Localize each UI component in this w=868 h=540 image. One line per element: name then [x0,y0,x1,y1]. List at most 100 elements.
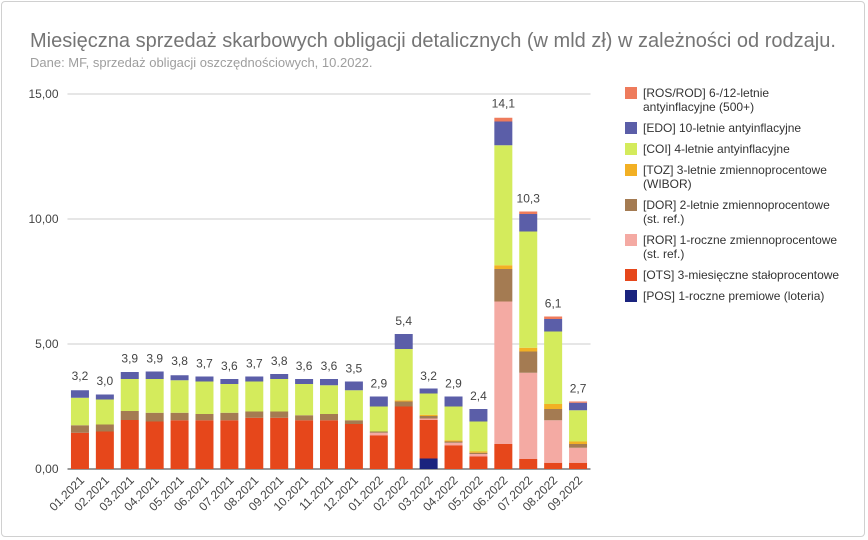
total-label: 3,6 [221,359,238,373]
legend-swatch [625,234,637,246]
y-tick-label: 5,00 [35,337,59,351]
bar-segment [170,420,189,469]
bar-segment [544,331,563,404]
legend-swatch [625,122,637,134]
total-label: 3,9 [146,352,163,366]
bar-segment [394,401,413,407]
legend: [ROS/ROD] 6-/12-letnie antyinflacyjne (5… [625,86,840,310]
bar-segment [220,379,239,384]
bar-segment [494,117,513,122]
bar-segment [170,380,189,413]
bar-segment [344,420,363,424]
bar-segment [444,440,463,442]
bar-segment [494,265,513,269]
bar-segment [469,451,488,453]
total-label: 3,6 [296,359,313,373]
bar-segment [120,420,139,469]
bar-segment [544,316,563,319]
legend-item: [COI] 4-letnie antyinflacyjne [625,142,840,156]
bar-segment [519,372,538,459]
bar-segment [444,406,463,441]
legend-item: [OTS] 3-miesięczne stałoprocentowe [625,268,840,282]
bar-segment [195,420,214,469]
bar-segment [320,420,338,469]
legend-item: [ROR] 1-roczne zmiennoprocentowe (st. re… [625,233,840,261]
bar-segment [494,301,513,444]
bar-segment [419,393,438,415]
bar-segment [544,462,563,469]
bar-segment [494,444,513,469]
bar-segment [120,411,139,420]
bar-segment [95,431,114,469]
total-label: 6,1 [545,297,562,311]
bar-segment [544,319,563,332]
total-label: 2,7 [570,382,587,396]
bar-segment [145,371,164,379]
bar-segment [245,417,264,469]
bar-segment [519,231,538,348]
bar-segment [369,431,388,433]
bar-segment [569,447,588,463]
total-label: 3,2 [420,369,437,383]
total-label: 3,9 [121,352,138,366]
bar-segment [120,379,139,411]
legend-label: [ROS/ROD] 6-/12-letnie antyinflacyjne (5… [643,86,770,114]
total-label: 3,8 [271,354,288,368]
bar-segment [494,145,513,266]
bar-segment [569,462,588,469]
bar-segment [569,402,588,411]
legend-label: [TOZ] 3-letnie zmiennoprocentowe (WIBOR) [643,163,827,191]
bar-segment [419,416,438,419]
legend-swatch [625,143,637,155]
bar-segment [419,418,438,420]
bar-segment [70,432,89,469]
bar-segment [344,381,363,391]
y-tick-label: 15,00 [28,87,58,101]
legend-swatch [625,199,637,211]
bar-segment [70,390,89,398]
bar-segment [369,432,388,436]
bar-segment [195,381,214,414]
bar-segment [569,410,588,442]
bar-segment [170,412,189,421]
bar-segment [120,372,139,379]
total-label: 14,1 [492,97,516,111]
legend-label: [ROR] 1-roczne zmiennoprocentowe (st. re… [643,233,838,261]
total-label: 2,9 [370,377,387,391]
bar-segment [295,415,314,421]
bar-segment [494,121,513,146]
bar-segment [444,442,463,446]
bar-segment [569,444,588,448]
bar-segment [270,379,289,412]
bar-segment [220,420,239,469]
bar-segment [469,454,488,457]
bar-segment [544,420,563,463]
bar-segment [469,421,488,452]
legend-label: [POS] 1-roczne premiowe (loteria) [643,289,825,303]
legend-label: [DOR] 2-letnie zmiennoprocentowe (st. re… [643,198,830,226]
bar-segment [394,406,413,469]
bar-segment [494,269,513,302]
bar-segment [245,381,264,412]
bar-segment [295,420,314,469]
bar-segment [444,441,463,443]
bar-segment [519,459,538,469]
legend-swatch [625,269,637,281]
bar-segment [444,396,463,407]
legend-label: [EDO] 10-letnie antyinflacyjne [643,121,802,135]
bar-segment [245,411,264,418]
bar-segment [369,435,388,469]
legend-label: [COI] 4-letnie antyinflacyjne [643,142,790,156]
bar-segment [444,445,463,469]
bar-segment [170,375,189,381]
bar-segment [270,374,289,379]
bar-segment [270,417,289,469]
bar-segment [569,401,588,403]
legend-item: [DOR] 2-letnie zmiennoprocentowe (st. re… [625,198,840,226]
bar-segment [270,411,289,418]
bar-segment [569,441,588,444]
bar-segment [519,211,538,214]
bar-segment [344,390,363,421]
